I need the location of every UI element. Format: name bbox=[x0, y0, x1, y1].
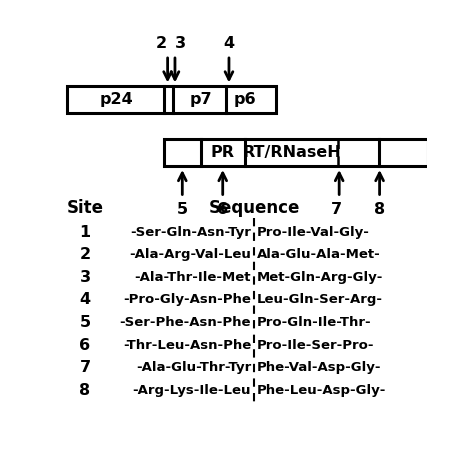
Text: 5: 5 bbox=[80, 315, 91, 330]
Text: p24: p24 bbox=[100, 92, 133, 107]
Bar bbox=[164, 139, 428, 166]
Text: 3: 3 bbox=[80, 270, 91, 285]
Text: Pro-Ile-Val-Gly-: Pro-Ile-Val-Gly- bbox=[257, 226, 370, 238]
Text: -Ser-Phe-Asn-Phe: -Ser-Phe-Asn-Phe bbox=[119, 316, 251, 329]
Text: 5: 5 bbox=[177, 202, 188, 217]
Text: Met-Gln-Arg-Gly-: Met-Gln-Arg-Gly- bbox=[257, 271, 383, 284]
Text: -Ala-Thr-Ile-Met: -Ala-Thr-Ile-Met bbox=[135, 271, 251, 284]
Text: 6: 6 bbox=[80, 337, 91, 353]
Text: Leu-Gln-Ser-Arg-: Leu-Gln-Ser-Arg- bbox=[257, 293, 383, 307]
Bar bbox=[66, 86, 276, 113]
Text: Pro-Gln-Ile-Thr-: Pro-Gln-Ile-Thr- bbox=[257, 316, 372, 329]
Text: 2: 2 bbox=[156, 36, 167, 51]
Text: 4: 4 bbox=[80, 292, 91, 308]
Text: -Arg-Lys-Ile-Leu: -Arg-Lys-Ile-Leu bbox=[133, 384, 251, 397]
Text: 3: 3 bbox=[175, 36, 186, 51]
Text: 7: 7 bbox=[80, 360, 91, 375]
Text: 8: 8 bbox=[80, 383, 91, 398]
Text: 1: 1 bbox=[80, 225, 91, 239]
Text: -Ala-Arg-Val-Leu: -Ala-Arg-Val-Leu bbox=[129, 248, 251, 261]
Text: Site: Site bbox=[66, 200, 103, 218]
Text: -Thr-Leu-Asn-Phe: -Thr-Leu-Asn-Phe bbox=[123, 339, 251, 352]
Text: RT/RNaseH: RT/RNaseH bbox=[242, 145, 341, 160]
Text: Ala-Glu-Ala-Met-: Ala-Glu-Ala-Met- bbox=[257, 248, 381, 261]
Text: 2: 2 bbox=[80, 247, 91, 262]
Text: 4: 4 bbox=[223, 36, 235, 51]
Text: Pro-Ile-Ser-Pro-: Pro-Ile-Ser-Pro- bbox=[257, 339, 374, 352]
Text: p6: p6 bbox=[234, 92, 256, 107]
Text: 6: 6 bbox=[217, 202, 228, 217]
Text: -Pro-Gly-Asn-Phe: -Pro-Gly-Asn-Phe bbox=[123, 293, 251, 307]
Text: 8: 8 bbox=[374, 202, 385, 217]
Text: 7: 7 bbox=[331, 202, 342, 217]
Text: PR: PR bbox=[211, 145, 235, 160]
Text: -Ser-Gln-Asn-Tyr: -Ser-Gln-Asn-Tyr bbox=[130, 226, 251, 238]
Text: p7: p7 bbox=[190, 92, 212, 107]
Text: Sequence: Sequence bbox=[208, 200, 300, 218]
Text: -Ala-Glu-Thr-Tyr: -Ala-Glu-Thr-Tyr bbox=[136, 361, 251, 374]
Text: Phe-Leu-Asp-Gly-: Phe-Leu-Asp-Gly- bbox=[257, 384, 386, 397]
Text: Phe-Val-Asp-Gly-: Phe-Val-Asp-Gly- bbox=[257, 361, 382, 374]
